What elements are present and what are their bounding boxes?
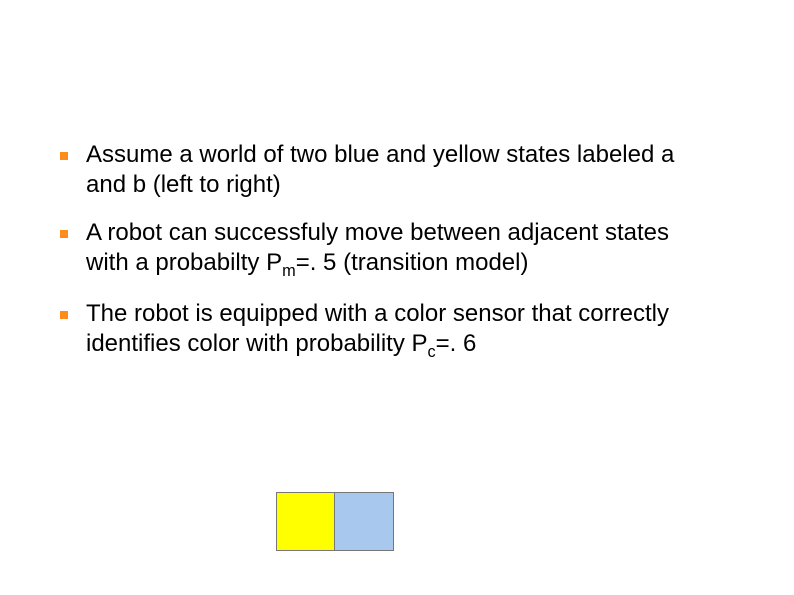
list-item: The robot is equipped with a color senso… <box>60 299 704 362</box>
bullet-icon <box>60 230 68 238</box>
bullet-text: The robot is equipped with a color senso… <box>86 299 704 362</box>
bullet-text: Assume a world of two blue and yellow st… <box>86 140 704 200</box>
square-a-yellow <box>276 492 335 551</box>
bullet-list: Assume a world of two blue and yellow st… <box>60 140 704 380</box>
bullet-icon <box>60 152 68 160</box>
bullet-text: A robot can successfuly move between adj… <box>86 218 704 281</box>
square-b-blue <box>335 492 394 551</box>
list-item: Assume a world of two blue and yellow st… <box>60 140 704 200</box>
bullet-icon <box>60 311 68 319</box>
list-item: A robot can successfuly move between adj… <box>60 218 704 281</box>
state-squares <box>276 492 394 551</box>
